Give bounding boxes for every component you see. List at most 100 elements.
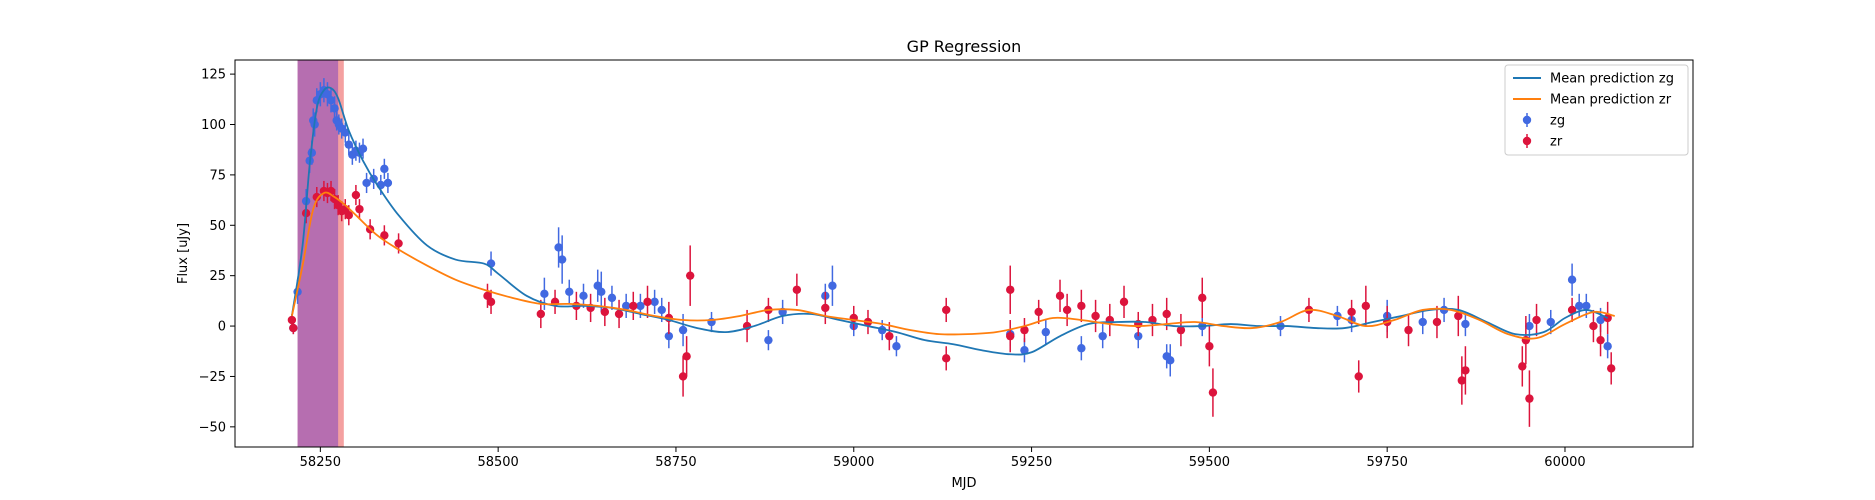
series-layer	[287, 78, 1616, 427]
x-tick-label: 59750	[1366, 455, 1407, 470]
data-point	[1354, 372, 1363, 381]
data-point	[1596, 315, 1605, 325]
data-point	[1166, 356, 1175, 365]
data-point	[1020, 346, 1029, 355]
x-tick-label: 59250	[1011, 455, 1052, 470]
data-point	[289, 323, 298, 333]
y-axis-label: Flux [uJy]	[176, 223, 191, 284]
data-point	[351, 190, 361, 200]
data-point	[1454, 311, 1463, 321]
y-tick-label: 75	[209, 168, 226, 183]
data-point	[597, 287, 606, 296]
y-axis: −50 −25 0 25 50 75 100 125	[199, 68, 235, 435]
legend-frame	[1504, 64, 1689, 156]
data-point	[1077, 344, 1086, 353]
data-point	[1567, 305, 1577, 315]
data-point	[1525, 321, 1534, 331]
y-tick-label: −25	[199, 370, 226, 385]
data-point	[1006, 285, 1015, 294]
data-point	[1457, 376, 1467, 385]
x-tick-label: 60000	[1544, 455, 1585, 470]
data-point	[764, 335, 773, 345]
data-point	[1176, 325, 1186, 335]
data-point	[1404, 325, 1413, 335]
data-point	[614, 309, 624, 319]
data-point	[536, 309, 546, 319]
data-point	[1205, 342, 1214, 351]
legend-label: zg	[1550, 114, 1565, 129]
data-point	[942, 354, 951, 363]
data-point	[579, 291, 588, 301]
data-point	[1055, 291, 1065, 301]
data-point	[821, 303, 830, 313]
data-point	[1119, 297, 1129, 307]
data-point	[621, 301, 631, 311]
data-point	[1162, 309, 1171, 319]
data-point	[1525, 394, 1534, 403]
data-point	[942, 305, 951, 315]
data-point	[557, 255, 567, 264]
data-point	[1596, 335, 1605, 345]
data-point	[1432, 317, 1442, 327]
y-tick-label: 0	[218, 320, 226, 335]
y-tick-label: 25	[209, 269, 226, 284]
data-point	[650, 297, 659, 307]
data-point	[565, 287, 574, 296]
data-point	[792, 285, 802, 294]
data-point	[636, 301, 645, 311]
series-zr	[287, 180, 1616, 427]
data-point	[394, 239, 403, 248]
data-point	[554, 243, 563, 252]
data-point	[1603, 313, 1612, 323]
shaded-region	[297, 60, 339, 447]
data-point	[600, 307, 610, 317]
data-point	[1461, 319, 1470, 329]
data-point	[1034, 307, 1043, 317]
data-point	[323, 90, 332, 99]
legend: Mean prediction zg Mean prediction zr zg zr	[1504, 64, 1689, 156]
data-point	[380, 231, 389, 240]
series-line-mean-prediction-zg	[291, 86, 1609, 356]
data-point	[341, 128, 350, 137]
x-axis-label: MJD	[951, 476, 976, 491]
series-zg	[289, 78, 1612, 377]
data-point	[885, 331, 894, 341]
legend-label: Mean prediction zg	[1550, 72, 1674, 87]
data-point	[685, 271, 695, 280]
data-point	[1546, 317, 1555, 327]
data-point	[330, 104, 339, 113]
data-point	[312, 192, 321, 202]
plot-frame	[234, 59, 1694, 448]
data-point	[678, 325, 688, 335]
data-point	[326, 96, 336, 105]
x-axis: 58250 58500 58750 59000 59250 59500 59750 60000	[300, 447, 1586, 470]
data-point	[1062, 305, 1072, 315]
data-point	[1589, 321, 1598, 331]
data-point	[607, 293, 617, 303]
legend-swatch	[1522, 136, 1532, 146]
data-point	[1532, 315, 1541, 325]
data-point	[1607, 364, 1616, 373]
data-point	[1418, 317, 1427, 327]
chart-title: GP Regression	[907, 37, 1022, 56]
y-tick-label: 50	[209, 219, 226, 234]
data-point	[1098, 331, 1107, 341]
data-point	[1439, 305, 1449, 315]
data-point	[828, 281, 837, 290]
y-tick-label: 100	[201, 118, 226, 133]
data-point	[1361, 301, 1371, 311]
data-point	[629, 301, 638, 311]
data-point	[1020, 325, 1029, 335]
data-point	[483, 291, 492, 301]
legend-label: Mean prediction zr	[1550, 93, 1672, 108]
data-point	[593, 281, 602, 290]
data-point	[1208, 388, 1218, 397]
x-tick-label: 59000	[833, 455, 874, 470]
data-point	[657, 305, 666, 315]
legend-swatch	[1522, 115, 1532, 125]
data-point	[344, 140, 353, 149]
data-point	[486, 297, 496, 307]
data-point	[287, 315, 297, 325]
data-point	[355, 204, 364, 214]
